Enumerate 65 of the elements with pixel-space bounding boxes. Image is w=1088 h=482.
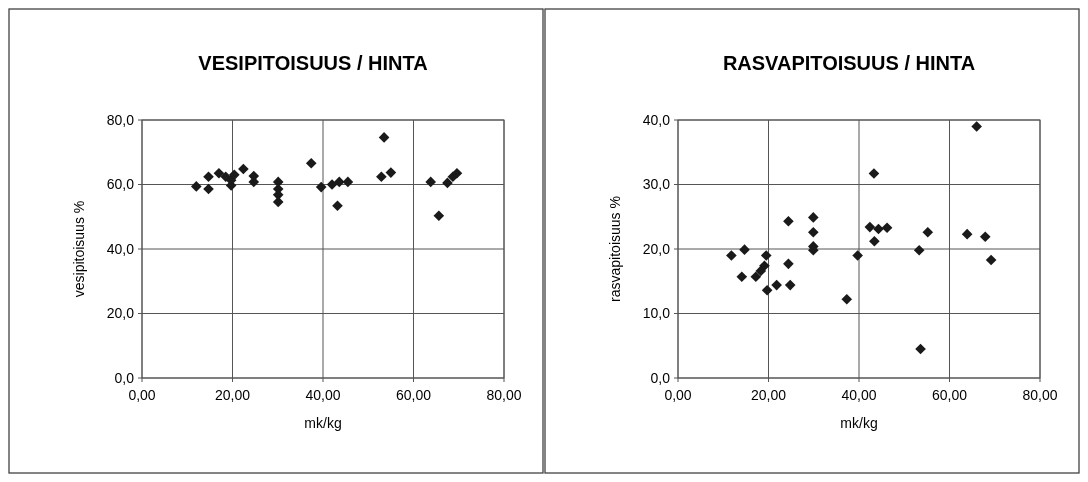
x-axis-title: mk/kg: [840, 415, 878, 431]
x-tick-label: 20,00: [214, 387, 251, 403]
x-tick-label: 40,00: [841, 387, 877, 403]
point: [190, 181, 202, 192]
point: [385, 167, 397, 178]
point: [841, 294, 853, 305]
x-tick-label: 80,00: [1022, 387, 1058, 403]
point: [376, 171, 387, 183]
y-tick-label: 40,0: [106, 240, 135, 257]
point: [869, 235, 880, 247]
point: [342, 176, 354, 188]
point: [739, 244, 750, 255]
y-tick-label: 60,0: [106, 176, 135, 193]
point: [852, 250, 863, 261]
point: [726, 250, 737, 261]
point: [451, 167, 463, 179]
y-tick-label: 0,0: [650, 369, 671, 386]
y-tick-label: 20,0: [642, 240, 671, 257]
point: [783, 258, 794, 270]
y-axis-title: vesipitoisuus %: [71, 200, 87, 298]
y-tick-label: 0,0: [114, 369, 135, 386]
point: [750, 271, 762, 283]
point: [761, 284, 773, 296]
point: [881, 222, 893, 234]
x-tick-label: 0,00: [664, 387, 692, 403]
point: [985, 254, 997, 266]
y-tick-label: 30,0: [642, 176, 671, 193]
y-tick-label: 80,0: [106, 111, 135, 128]
point: [961, 228, 973, 240]
x-tick-label: 60,00: [931, 387, 968, 403]
point: [442, 177, 453, 189]
point: [971, 121, 982, 132]
point: [771, 279, 782, 291]
point: [433, 210, 445, 222]
point: [913, 244, 925, 256]
point: [332, 200, 343, 212]
x-axis-title: mk/kg: [304, 415, 342, 431]
chart-title: RASVAPITOISUUS / HINTA: [722, 52, 976, 74]
point: [922, 226, 934, 238]
point: [333, 176, 345, 188]
y-tick-label: 40,0: [642, 111, 671, 128]
x-tick-label: 40,00: [305, 387, 341, 403]
point: [213, 167, 225, 179]
point: [784, 279, 796, 291]
chart-title: VESIPITOISUUS / HINTA: [198, 52, 428, 74]
point: [736, 271, 748, 283]
point: [979, 231, 991, 243]
point: [783, 215, 794, 227]
point: [203, 171, 214, 183]
point: [305, 157, 317, 169]
x-tick-label: 80,00: [486, 387, 522, 403]
point: [425, 176, 437, 188]
x-tick-label: 0,00: [128, 387, 156, 403]
point: [807, 226, 819, 238]
x-tick-label: 60,00: [395, 387, 432, 403]
y-tick-label: 10,0: [642, 305, 671, 322]
y-tick-label: 20,0: [106, 305, 135, 322]
point: [760, 250, 772, 261]
y-axis-title: rasvapitoisuus %: [607, 196, 623, 302]
x-tick-label: 20,00: [750, 387, 787, 403]
point: [229, 169, 240, 181]
point: [315, 181, 327, 193]
point: [807, 212, 819, 223]
point: [755, 265, 767, 277]
point: [864, 221, 876, 233]
